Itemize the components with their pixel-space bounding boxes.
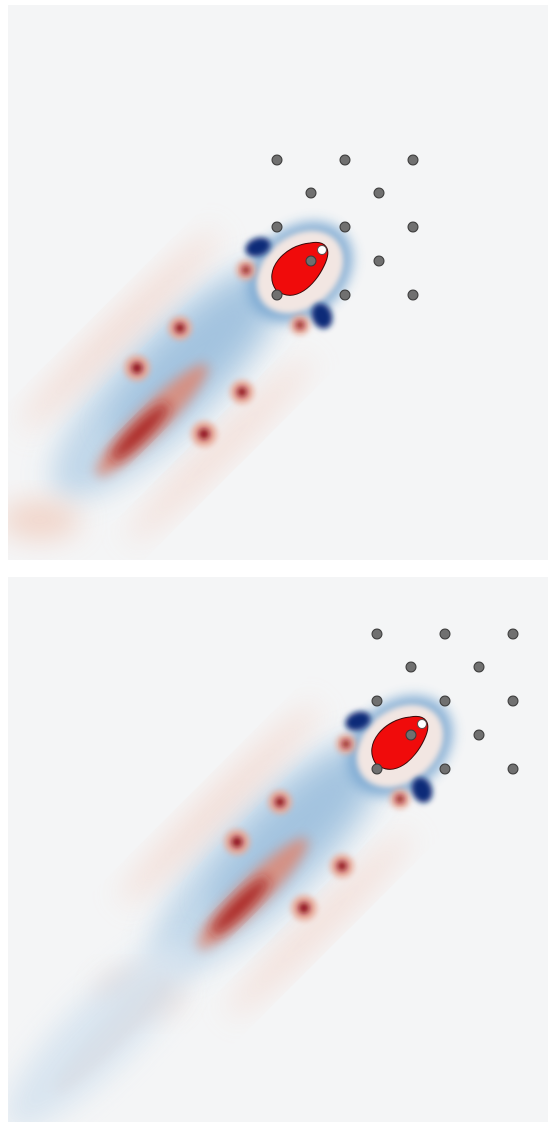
source <box>271 241 329 296</box>
spot <box>396 795 404 803</box>
band <box>120 704 320 904</box>
receiver <box>305 187 317 199</box>
receiver <box>373 255 385 267</box>
wake <box>8 938 196 1122</box>
receiver <box>407 221 419 233</box>
spot <box>198 428 210 440</box>
spot <box>237 387 247 397</box>
receiver <box>507 763 519 775</box>
dark-lobe <box>311 303 333 329</box>
band <box>127 357 313 543</box>
receiver <box>405 729 417 741</box>
band <box>20 230 220 430</box>
spot <box>298 902 310 914</box>
receiver <box>405 661 417 673</box>
streak <box>111 403 169 461</box>
receiver <box>339 221 351 233</box>
spot <box>296 321 304 329</box>
spot <box>342 740 350 748</box>
spot <box>242 266 250 274</box>
spot <box>131 362 143 374</box>
streak <box>211 877 269 935</box>
receiver <box>271 221 283 233</box>
receiver <box>271 154 283 166</box>
receiver <box>371 695 383 707</box>
source-marker <box>417 719 427 729</box>
receiver <box>473 729 485 741</box>
receiver <box>473 661 485 673</box>
receiver <box>439 763 451 775</box>
dark-lobe <box>245 237 271 257</box>
source-marker <box>317 245 327 255</box>
receiver <box>339 154 351 166</box>
panel-top <box>8 154 419 543</box>
band <box>227 831 413 1017</box>
receiver <box>439 695 451 707</box>
receiver <box>407 289 419 301</box>
receiver <box>371 628 383 640</box>
receiver <box>371 763 383 775</box>
panel-bottom <box>8 628 519 1122</box>
receiver <box>439 628 451 640</box>
spot <box>337 861 347 871</box>
receiver <box>507 695 519 707</box>
wake <box>209 753 371 915</box>
receiver <box>407 154 419 166</box>
spot <box>231 836 243 848</box>
dark-lobe <box>411 777 433 803</box>
receiver <box>373 187 385 199</box>
receiver <box>507 628 519 640</box>
spot <box>275 797 285 807</box>
receiver <box>339 289 351 301</box>
spot <box>175 323 185 333</box>
source <box>371 715 429 770</box>
wake <box>109 279 271 441</box>
band <box>8 500 80 540</box>
dark-lobe <box>345 711 371 731</box>
receiver <box>271 289 283 301</box>
receiver <box>305 255 317 267</box>
